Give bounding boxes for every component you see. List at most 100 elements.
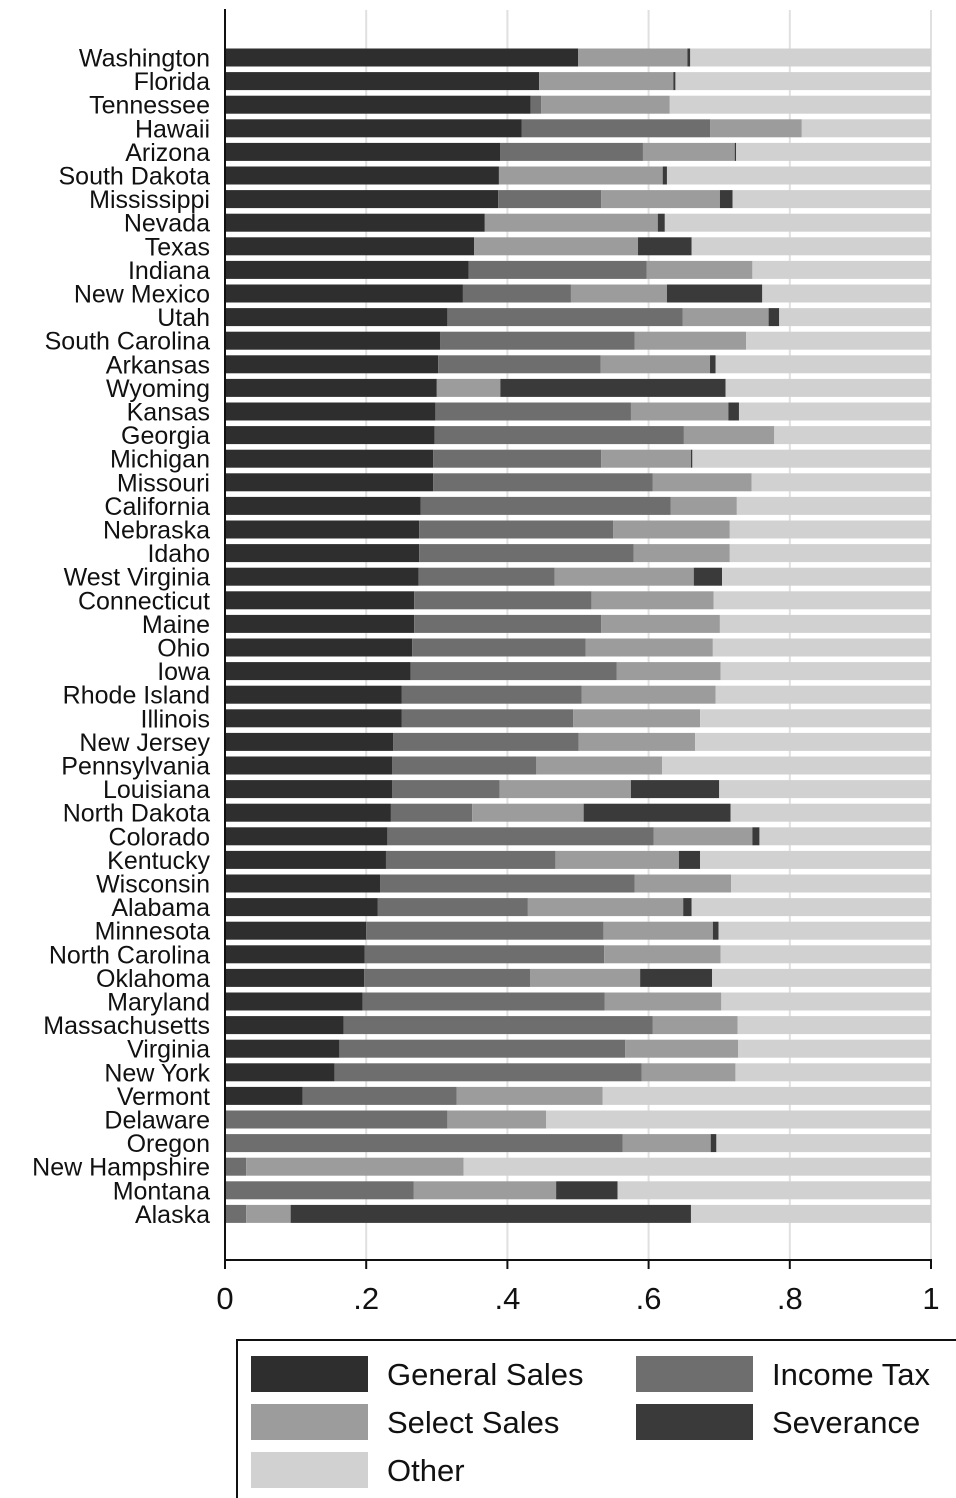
bar-segment-michigan-other bbox=[692, 449, 931, 468]
legend-swatch-general-sales bbox=[251, 1356, 368, 1392]
bar-segment-iowa-other bbox=[720, 662, 931, 681]
bar-segment-missouri-other bbox=[751, 473, 931, 492]
y-label-kansas: Kansas bbox=[127, 399, 210, 427]
bar-segment-new-mexico-income-tax bbox=[462, 284, 571, 303]
bar-segment-louisiana-income-tax bbox=[392, 780, 500, 799]
bar-segment-alaska-severance bbox=[290, 1204, 691, 1223]
bar-segment-texas-severance bbox=[638, 237, 692, 256]
bar-segment-missouri-general-sales bbox=[225, 473, 434, 492]
bar-segment-illinois-other bbox=[700, 709, 931, 728]
y-label-hawaii: Hawaii bbox=[135, 115, 210, 143]
bar-row-tennessee bbox=[225, 95, 931, 114]
bar-segment-california-other bbox=[736, 496, 931, 515]
bar-segment-ohio-income-tax bbox=[412, 638, 586, 657]
y-label-new-hampshire: New Hampshire bbox=[32, 1154, 210, 1182]
bar-segment-indiana-select-sales bbox=[646, 260, 753, 279]
y-label-texas: Texas bbox=[145, 233, 210, 261]
bar-row-connecticut bbox=[225, 591, 931, 610]
y-label-maryland: Maryland bbox=[107, 989, 210, 1017]
bar-segment-tennessee-general-sales bbox=[225, 95, 531, 114]
bar-segment-connecticut-other bbox=[713, 591, 931, 610]
bar-segment-kentucky-general-sales bbox=[225, 850, 386, 869]
bar-segment-maine-other bbox=[719, 614, 931, 633]
bar-segment-south-dakota-general-sales bbox=[225, 166, 499, 185]
bar-segment-west-virginia-other bbox=[722, 567, 931, 586]
bar-row-iowa bbox=[225, 662, 931, 681]
bar-row-west-virginia bbox=[225, 567, 931, 586]
bar-segment-georgia-select-sales bbox=[683, 426, 775, 445]
bar-segment-new-york-other bbox=[735, 1063, 931, 1082]
bar-segment-north-dakota-general-sales bbox=[225, 803, 391, 822]
bar-segment-alaska-income-tax bbox=[225, 1204, 247, 1223]
bar-row-arizona bbox=[225, 142, 931, 161]
bar-row-mississippi bbox=[225, 190, 931, 209]
bar-segment-california-income-tax bbox=[420, 496, 671, 515]
bar-segment-new-mexico-select-sales bbox=[570, 284, 667, 303]
bar-segment-massachusetts-general-sales bbox=[225, 1016, 344, 1035]
y-label-south-dakota: South Dakota bbox=[59, 163, 211, 191]
legend-swatch-other bbox=[251, 1452, 368, 1488]
bar-segment-colorado-income-tax bbox=[387, 827, 654, 846]
bar-segment-tennessee-select-sales bbox=[541, 95, 670, 114]
bar-segment-north-carolina-select-sales bbox=[604, 945, 721, 964]
x-tick-label-1: .2 bbox=[353, 1281, 379, 1316]
bar-segment-minnesota-general-sales bbox=[225, 921, 367, 940]
bar-segment-florida-severance bbox=[673, 72, 676, 91]
bar-segment-arizona-other bbox=[736, 142, 931, 161]
bar-segment-south-carolina-other bbox=[746, 331, 931, 350]
y-label-pennsylvania: Pennsylvania bbox=[61, 753, 210, 781]
bar-segment-florida-general-sales bbox=[225, 72, 540, 91]
x-tick-label-4: .8 bbox=[777, 1281, 803, 1316]
legend-swatch-severance bbox=[636, 1404, 753, 1440]
bar-segment-california-select-sales bbox=[670, 496, 737, 515]
y-label-illinois: Illinois bbox=[141, 705, 210, 733]
y-label-west-virginia: West Virginia bbox=[64, 564, 210, 592]
y-label-washington: Washington bbox=[79, 45, 210, 73]
y-label-north-carolina: North Carolina bbox=[49, 941, 210, 969]
bar-row-washington bbox=[225, 48, 931, 67]
bar-segment-illinois-select-sales bbox=[573, 709, 701, 728]
y-label-louisiana: Louisiana bbox=[103, 776, 210, 804]
bar-segment-hawaii-income-tax bbox=[521, 119, 711, 138]
bar-segment-maine-income-tax bbox=[414, 614, 602, 633]
bar-segment-montana-income-tax bbox=[225, 1181, 414, 1200]
bar-segment-georgia-income-tax bbox=[434, 426, 684, 445]
bar-segment-arkansas-severance bbox=[710, 355, 716, 374]
bar-segment-idaho-select-sales bbox=[633, 544, 730, 563]
bar-segment-new-mexico-general-sales bbox=[225, 284, 463, 303]
bar-row-kentucky bbox=[225, 850, 931, 869]
bar-segment-virginia-select-sales bbox=[625, 1039, 739, 1058]
bar-segment-maine-general-sales bbox=[225, 614, 415, 633]
bar-row-michigan bbox=[225, 449, 931, 468]
bar-segment-virginia-other bbox=[738, 1039, 931, 1058]
bar-segment-new-jersey-income-tax bbox=[393, 732, 579, 751]
bar-segment-illinois-income-tax bbox=[401, 709, 574, 728]
bar-row-arkansas bbox=[225, 355, 931, 374]
bar-segment-washington-select-sales bbox=[578, 48, 688, 67]
y-label-arizona: Arizona bbox=[125, 139, 210, 167]
bar-segment-maryland-general-sales bbox=[225, 992, 363, 1011]
bar-segment-iowa-income-tax bbox=[410, 662, 617, 681]
bar-segment-vermont-income-tax bbox=[302, 1086, 457, 1105]
bar-segment-colorado-severance bbox=[752, 827, 760, 846]
bar-segment-nevada-other bbox=[664, 213, 931, 232]
bar-row-montana bbox=[225, 1181, 931, 1200]
bar-segment-oklahoma-income-tax bbox=[364, 968, 530, 987]
legend: General Sales Income Tax Select Sales Sever… bbox=[236, 1339, 956, 1498]
bar-segment-missouri-select-sales bbox=[652, 473, 752, 492]
bar-segment-wyoming-select-sales bbox=[436, 378, 501, 397]
bar-segment-iowa-general-sales bbox=[225, 662, 411, 681]
bar-row-kansas bbox=[225, 402, 931, 421]
bar-segment-ohio-general-sales bbox=[225, 638, 413, 657]
bar-segment-wyoming-other bbox=[725, 378, 931, 397]
legend-label-income-tax: Income Tax bbox=[772, 1357, 930, 1392]
legend-swatch-select-sales bbox=[251, 1404, 368, 1440]
y-label-california: California bbox=[104, 493, 210, 521]
bar-segment-connecticut-select-sales bbox=[591, 591, 714, 610]
bar-segment-mississippi-select-sales bbox=[601, 190, 720, 209]
bar-segment-colorado-other bbox=[759, 827, 931, 846]
bar-segment-vermont-select-sales bbox=[456, 1086, 603, 1105]
y-label-alabama: Alabama bbox=[111, 894, 210, 922]
bar-segment-pennsylvania-select-sales bbox=[536, 756, 663, 775]
y-label-virginia: Virginia bbox=[127, 1036, 210, 1064]
